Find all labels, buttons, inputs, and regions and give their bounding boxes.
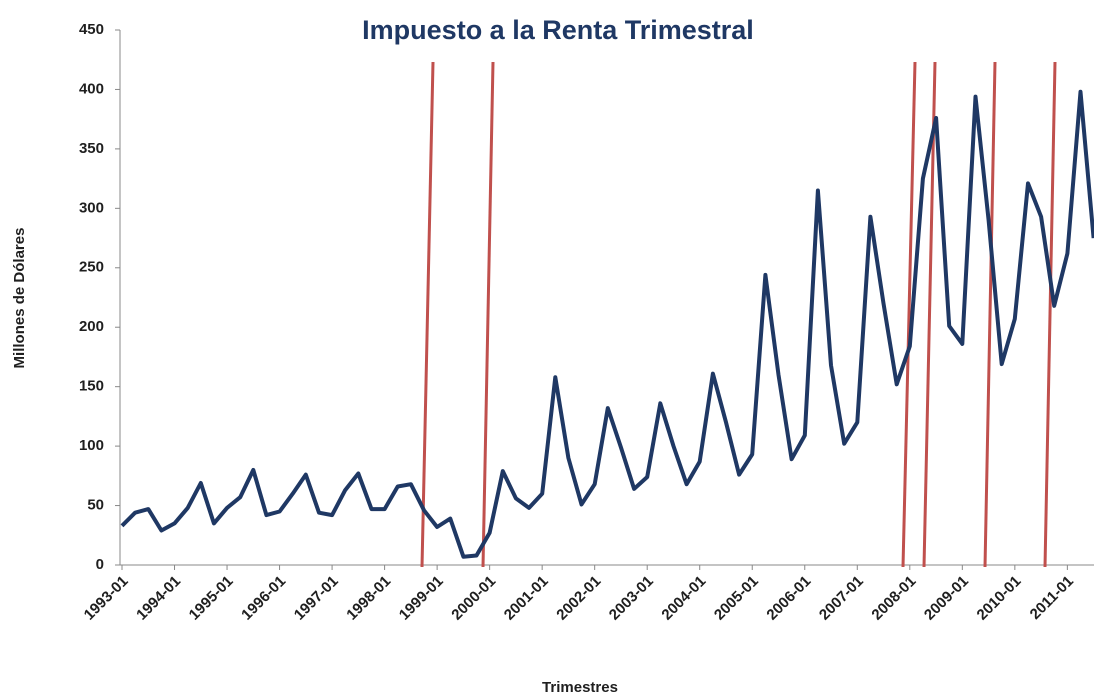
line-series	[120, 89, 1094, 559]
x-tick-label: 2009-01	[921, 573, 972, 624]
y-tick-label: 300	[79, 199, 104, 216]
x-tick-label: 1995-01	[186, 573, 237, 624]
x-tick-label: 2005-01	[711, 573, 762, 624]
break-lines	[420, 61, 1057, 568]
x-tick-label: 2000-01	[448, 573, 499, 624]
y-tick-label: 50	[87, 497, 104, 514]
x-tick-label: 2006-01	[763, 573, 814, 624]
x-tick-label: 1993-01	[81, 573, 132, 624]
y-tick-label: 200	[79, 318, 104, 335]
x-tick-label: 1998-01	[343, 573, 394, 624]
chart-title: Impuesto a la Renta Trimestral	[362, 15, 754, 45]
y-tick-label: 100	[79, 437, 104, 454]
y-tick-label: 450	[79, 21, 104, 38]
x-tick-label: 2001-01	[501, 573, 552, 624]
x-tick-label: 2010-01	[974, 573, 1025, 624]
x-tick-label: 2007-01	[816, 573, 867, 624]
break-line	[420, 61, 435, 568]
x-tick-label: 1999-01	[396, 573, 447, 624]
x-tick-label: 1994-01	[133, 573, 184, 624]
x-tick-label: 2011-01	[1027, 573, 1077, 623]
x-tick-label: 2008-01	[868, 573, 919, 624]
break-line	[983, 61, 997, 568]
y-tick-label: 0	[96, 556, 104, 573]
y-axis-label: Millones de Dólares	[11, 228, 28, 369]
x-tick-label: 2003-01	[606, 573, 657, 624]
x-tick-label: 1997-01	[291, 573, 342, 624]
x-tick-label: 2004-01	[658, 573, 709, 624]
break-line	[1043, 61, 1057, 568]
y-tick-label: 400	[79, 80, 104, 97]
x-axis-label: Trimestres	[542, 679, 618, 696]
y-tick-label: 250	[79, 259, 104, 276]
break-line	[922, 61, 937, 568]
y-tick-label: 150	[79, 378, 104, 395]
x-tick-label: 1996-01	[238, 573, 289, 624]
break-line	[481, 61, 495, 568]
y-tick-label: 350	[79, 140, 104, 157]
break-line	[901, 61, 917, 568]
x-tick-label: 2002-01	[553, 573, 604, 624]
